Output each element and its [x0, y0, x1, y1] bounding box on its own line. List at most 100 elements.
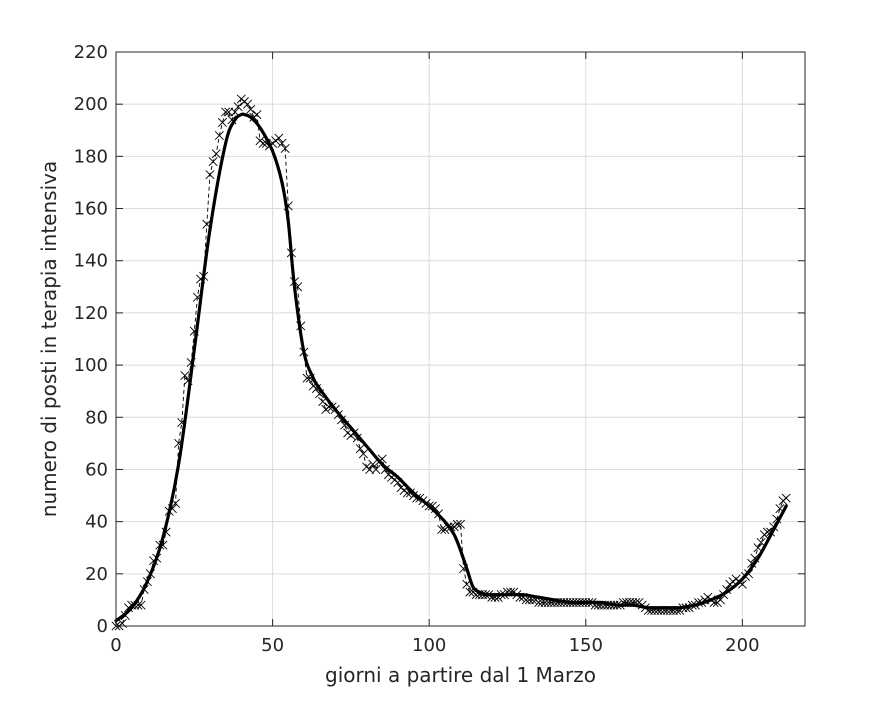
data-point-marker: [672, 605, 682, 615]
data-point-marker: [546, 597, 556, 608]
data-point-marker: [593, 600, 603, 610]
data-point-marker: [481, 590, 491, 600]
data-series-line: [116, 98, 787, 627]
y-tick-label: 180: [74, 146, 108, 167]
y-tick-label: 20: [85, 564, 108, 585]
data-point-marker: [368, 459, 378, 469]
data-point-marker: [208, 157, 218, 167]
data-point-marker: [737, 579, 747, 589]
data-point-marker: [762, 527, 772, 537]
data-point-marker: [233, 102, 243, 112]
y-tick-label: 200: [74, 94, 108, 115]
data-point-marker: [217, 117, 228, 127]
data-point-marker: [455, 519, 466, 529]
data-point-marker: [565, 597, 575, 608]
data-point-marker: [621, 597, 632, 608]
data-point-marker: [170, 498, 181, 508]
data-point-marker: [647, 605, 657, 615]
data-point-marker: [446, 522, 456, 532]
data-point-marker: [659, 605, 669, 615]
fit-curve: [114, 112, 788, 623]
data-point-marker: [609, 600, 619, 610]
data-point-marker: [653, 605, 663, 615]
data-point-marker: [202, 219, 212, 229]
data-point-marker: [628, 597, 638, 608]
y-tick-label: 160: [74, 199, 108, 220]
data-point-marker: [230, 107, 240, 117]
data-point-marker: [365, 464, 375, 474]
data-point-marker: [258, 138, 268, 148]
data-point-marker: [578, 597, 588, 608]
data-point-marker: [224, 107, 234, 117]
data-point-marker: [274, 133, 284, 143]
data-point-marker: [155, 540, 165, 550]
data-point-marker: [681, 603, 691, 613]
data-point-marker: [130, 600, 140, 610]
data-point-marker: [625, 597, 635, 608]
data-point-marker: [133, 600, 143, 610]
data-point-marker: [340, 420, 350, 430]
data-point-marker: [462, 579, 472, 589]
data-point-marker: [687, 600, 697, 610]
data-point-marker: [424, 501, 434, 511]
y-tick-label: 0: [97, 616, 108, 637]
data-point-marker: [474, 590, 484, 600]
data-point-marker: [452, 519, 462, 529]
data-point-marker: [437, 524, 447, 534]
grid-lines: [115, 51, 805, 627]
data-point-marker: [781, 493, 791, 503]
data-point-marker: [127, 600, 137, 610]
data-point-marker: [120, 611, 130, 621]
data-point-marker: [693, 597, 704, 608]
y-tick-label: 220: [74, 42, 108, 63]
data-point-marker: [502, 587, 512, 597]
data-point-marker: [443, 522, 453, 532]
data-point-marker: [606, 600, 616, 610]
x-tick-label: 200: [725, 635, 759, 656]
data-point-marker: [556, 597, 566, 608]
y-tick-label: 120: [74, 303, 108, 324]
data-point-marker: [775, 504, 785, 514]
data-point-marker: [487, 592, 497, 602]
data-point-marker: [371, 464, 381, 474]
data-point-marker: [618, 597, 628, 608]
data-point-marker: [543, 597, 553, 608]
data-point-marker: [189, 326, 199, 336]
y-tick-label: 100: [74, 355, 108, 376]
data-point-marker: [136, 600, 146, 610]
data-point-marker: [280, 144, 290, 154]
data-point-marker: [393, 477, 403, 488]
data-point-marker: [465, 587, 475, 597]
fit-line-group: [114, 112, 788, 623]
y-tick-label: 40: [85, 512, 108, 533]
data-point-marker: [753, 543, 763, 553]
data-point-marker: [186, 357, 196, 368]
data-point-marker: [568, 597, 578, 608]
data-point-marker: [612, 600, 622, 610]
x-tick-label: 100: [412, 635, 446, 656]
data-point-marker: [330, 404, 340, 414]
data-point-marker: [402, 488, 412, 498]
data-point-marker: [650, 605, 660, 615]
data-point-marker: [668, 605, 678, 615]
data-point-marker: [678, 603, 688, 613]
data-point-marker: [559, 597, 569, 608]
data-point-marker: [590, 600, 600, 610]
data-point-marker: [719, 590, 729, 600]
data-point-marker: [311, 384, 321, 394]
data-point-marker: [562, 597, 572, 608]
y-tick-label: 80: [85, 407, 108, 428]
data-point-marker: [246, 104, 256, 114]
data-point-marker: [355, 444, 365, 454]
data-point-marker: [289, 277, 300, 287]
data-point-marker: [318, 397, 328, 407]
data-point-marker: [358, 449, 368, 459]
data-point-marker: [174, 438, 184, 448]
data-point-marker: [243, 99, 253, 109]
data-point-marker: [506, 587, 516, 597]
data-point-marker: [158, 540, 168, 550]
data-series-group: [111, 94, 791, 631]
data-point-marker: [537, 597, 547, 608]
data-point-marker: [524, 595, 534, 605]
data-point-marker: [183, 376, 193, 386]
